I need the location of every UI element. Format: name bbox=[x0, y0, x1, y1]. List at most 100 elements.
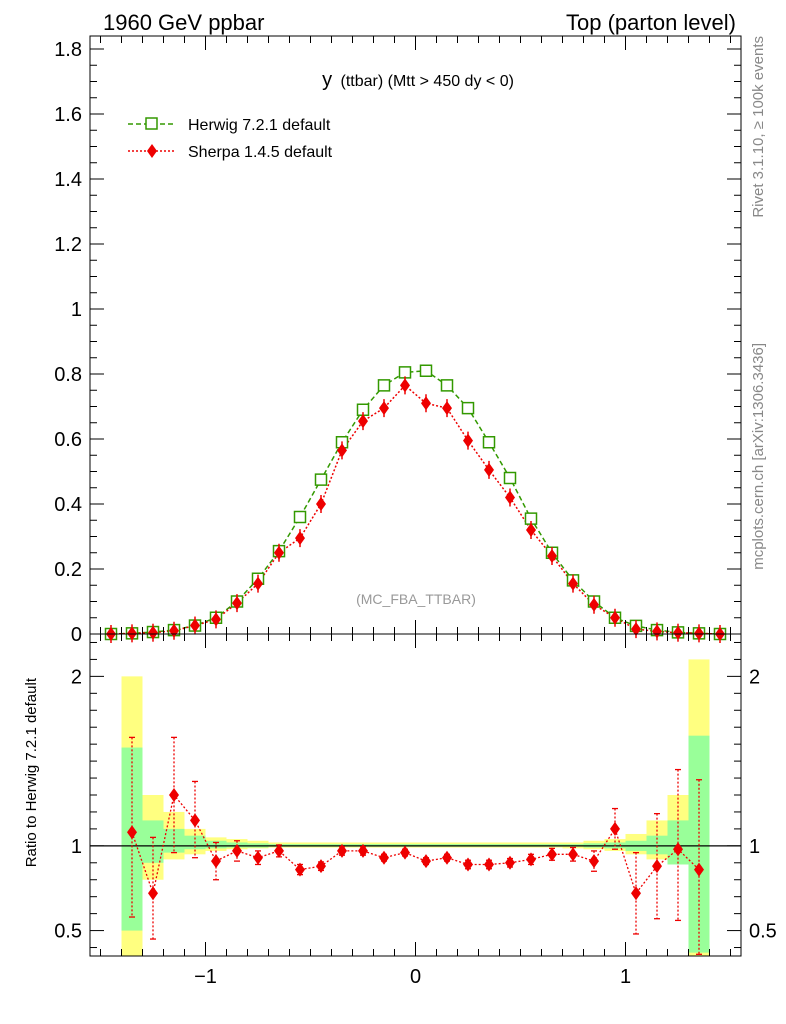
uncertainty-band-inner bbox=[205, 840, 227, 849]
ratio-point bbox=[148, 886, 158, 901]
x-tick-label: −1 bbox=[194, 966, 217, 988]
sherpa-point bbox=[316, 497, 326, 511]
herwig-point bbox=[482, 436, 496, 449]
ratio-point bbox=[190, 813, 200, 828]
sherpa-point bbox=[148, 625, 158, 640]
ratio-point bbox=[610, 821, 620, 836]
sherpa-point bbox=[652, 624, 662, 639]
y-tick-label: 0.2 bbox=[54, 559, 82, 581]
ratio-point bbox=[232, 843, 242, 858]
plot-title-detail: (ttbar) (Mtt > 450 dy < 0) bbox=[341, 73, 514, 90]
ratio-y-tick-label: 1 bbox=[71, 836, 82, 858]
ratio-y-tick-label-right: 0.5 bbox=[749, 921, 777, 943]
ratio-point bbox=[694, 862, 704, 877]
herwig-point bbox=[461, 401, 475, 415]
uncertainty-band-inner bbox=[163, 828, 185, 853]
sherpa-point bbox=[190, 618, 200, 633]
ratio-point bbox=[295, 862, 305, 877]
ratio-point bbox=[547, 847, 557, 862]
herwig-point bbox=[419, 364, 433, 377]
y-tick-label: 0.8 bbox=[54, 364, 82, 386]
ratio-point bbox=[337, 843, 347, 858]
ratio-point bbox=[526, 852, 536, 867]
y-tick-label: 1.4 bbox=[54, 169, 82, 191]
sherpa-point bbox=[274, 545, 284, 560]
herwig-point bbox=[293, 510, 307, 524]
plot-title-variable: y bbox=[322, 69, 332, 91]
y-tick-label: 0.6 bbox=[54, 429, 82, 451]
ratio-point bbox=[442, 850, 452, 865]
sherpa-point bbox=[379, 401, 389, 416]
ratio-point bbox=[211, 854, 221, 869]
x-tick-label: 1 bbox=[620, 966, 631, 988]
rivet-version-label: Rivet 3.1.10, ≥ 100k events bbox=[750, 36, 767, 218]
sherpa-point bbox=[484, 462, 494, 477]
main-panel: 0 0.2 0.4 0.6 0.8 1 1.2 1.4 1.6 1.8 y (ttbar) (Mt… bbox=[54, 35, 742, 646]
ratio-point bbox=[568, 847, 578, 862]
ratio-plot-frame bbox=[89, 633, 742, 957]
sherpa-point bbox=[568, 576, 578, 591]
ratio-point bbox=[505, 855, 515, 870]
ratio-y-tick-label-right: 2 bbox=[749, 666, 760, 688]
ratio-sherpa-line bbox=[131, 793, 700, 896]
y-tick-label: 0 bbox=[71, 624, 82, 646]
ratio-axes: 0.5 0.5 1 1 2 2 −1 0 1 bbox=[54, 634, 777, 988]
mcplots-label: mcplots.cern.ch [arXiv:1306.3436] bbox=[750, 343, 767, 570]
legend-herwig-marker bbox=[145, 117, 158, 130]
sherpa-point bbox=[526, 523, 536, 537]
ratio-point bbox=[274, 843, 284, 858]
ratio-series-layer bbox=[127, 736, 704, 955]
ratio-point bbox=[631, 886, 641, 901]
sherpa-point bbox=[463, 433, 473, 448]
ratio-point bbox=[358, 843, 368, 858]
sherpa-point bbox=[442, 401, 452, 416]
sherpa-point bbox=[610, 610, 620, 625]
main-axes: 0 0.2 0.4 0.6 0.8 1 1.2 1.4 1.6 1.8 bbox=[54, 36, 741, 646]
ratio-y-tick-label: 0.5 bbox=[54, 921, 82, 943]
legend-herwig-label: Herwig 7.2.1 default bbox=[188, 117, 331, 134]
sherpa-point bbox=[127, 626, 137, 641]
legend-entry-sherpa: Sherpa 1.4.5 default bbox=[128, 144, 333, 161]
herwig-point bbox=[440, 379, 454, 392]
sherpa-point bbox=[547, 549, 557, 563]
ratio-point bbox=[316, 859, 326, 874]
ratio-y-tick-label: 2 bbox=[71, 666, 82, 688]
sherpa-point bbox=[253, 576, 263, 591]
ratio-point bbox=[673, 842, 683, 857]
ratio-y-tick-label-right: 1 bbox=[749, 836, 760, 858]
y-tick-label: 0.4 bbox=[54, 494, 82, 516]
sherpa-point bbox=[505, 490, 515, 505]
ratio-y-axis-label: Ratio to Herwig 7.2.1 default bbox=[23, 677, 40, 867]
sherpa-point bbox=[211, 612, 221, 627]
sherpa-point bbox=[337, 443, 347, 458]
ratio-panel: 0.5 0.5 1 1 2 2 −1 0 1 Ratio to Herwig 7.2.1 def… bbox=[23, 633, 777, 988]
sherpa-point bbox=[589, 597, 599, 612]
plot-title: y (ttbar) (Mtt > 450 dy < 0) bbox=[322, 69, 514, 91]
legend-sherpa-marker bbox=[147, 144, 157, 158]
y-tick-label: 1.8 bbox=[54, 39, 82, 61]
ratio-point bbox=[463, 857, 473, 872]
ratio-point bbox=[400, 845, 410, 860]
herwig-point bbox=[314, 473, 328, 486]
herwig-point bbox=[398, 366, 412, 379]
y-tick-label: 1.6 bbox=[54, 104, 82, 126]
x-tick-label: 0 bbox=[410, 966, 421, 988]
ratio-point bbox=[484, 857, 494, 872]
ratio-point bbox=[379, 850, 389, 865]
analysis-watermark: (MC_FBA_TTBAR) bbox=[356, 591, 476, 607]
ratio-bands-layer bbox=[90, 659, 741, 956]
header-left-label: 1960 GeV ppbar bbox=[103, 10, 264, 35]
sherpa-point bbox=[358, 414, 368, 429]
sherpa-point bbox=[295, 531, 305, 546]
sherpa-point bbox=[421, 396, 431, 411]
legend-sherpa-label: Sherpa 1.4.5 default bbox=[188, 144, 333, 161]
ratio-point bbox=[652, 859, 662, 874]
sherpa-point bbox=[694, 626, 704, 641]
uncertainty-band-inner bbox=[646, 835, 668, 855]
ratio-point bbox=[589, 854, 599, 869]
sherpa-point bbox=[631, 622, 641, 637]
legend-entry-herwig: Herwig 7.2.1 default bbox=[128, 117, 331, 134]
ratio-point bbox=[253, 850, 263, 865]
y-tick-label: 1.2 bbox=[54, 234, 82, 256]
